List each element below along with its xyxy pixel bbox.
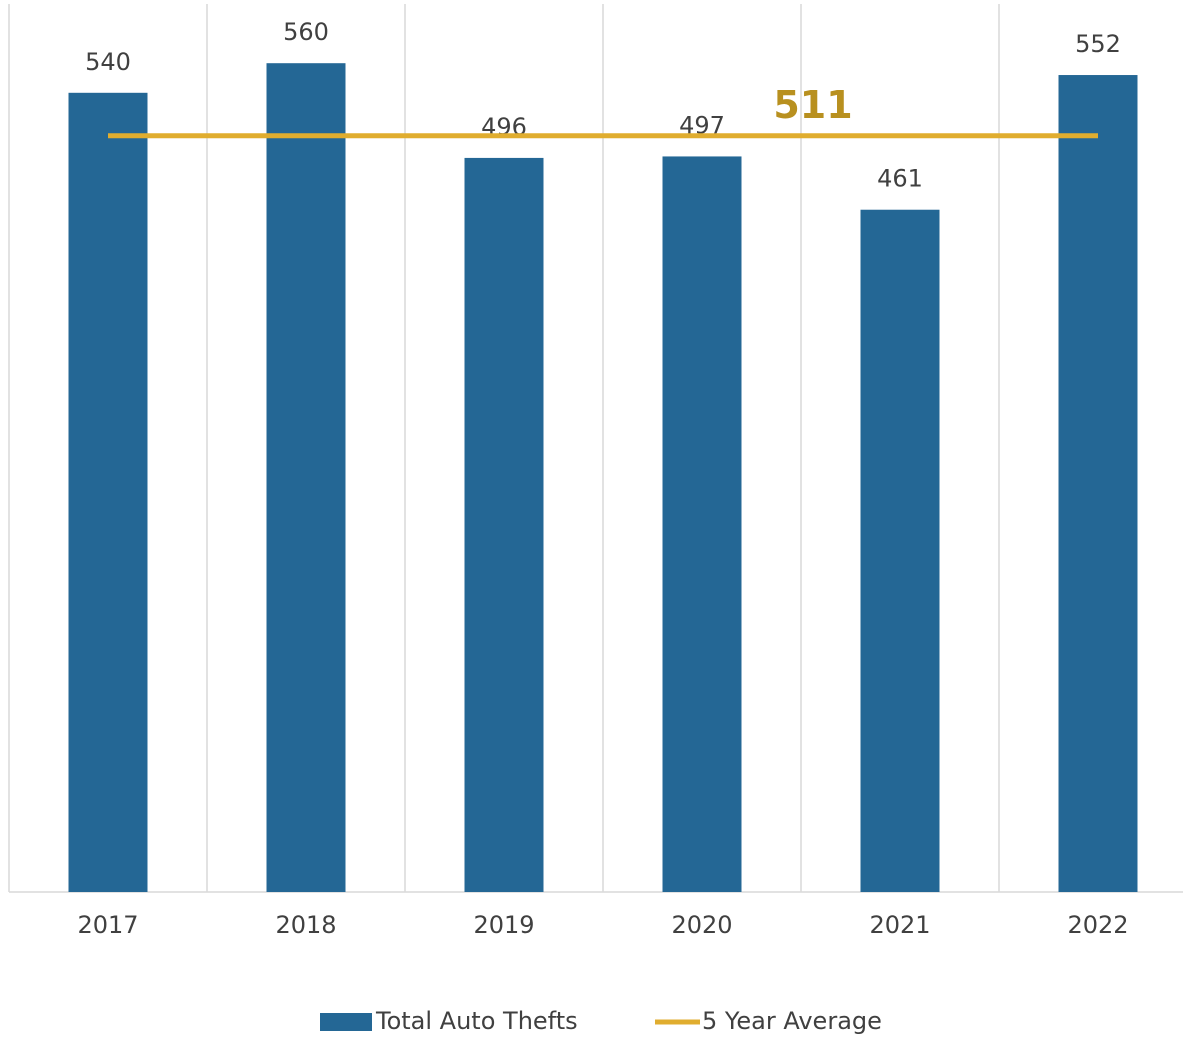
- bar: [1058, 75, 1138, 893]
- bar: [464, 157, 544, 893]
- value-label: 540: [85, 48, 131, 76]
- bar: [266, 63, 346, 892]
- x-tick-label: 2020: [671, 911, 732, 939]
- x-tick-label: 2017: [77, 911, 138, 939]
- x-tick-label: 2018: [275, 911, 336, 939]
- legend-swatch: [320, 1013, 372, 1031]
- x-tick-label: 2021: [869, 911, 930, 939]
- value-label: 560: [283, 18, 329, 46]
- legend-label: Total Auto Thefts: [375, 1007, 578, 1035]
- x-tick-label: 2022: [1067, 911, 1128, 939]
- bar: [68, 92, 148, 893]
- value-label: 552: [1075, 30, 1121, 58]
- legend-label: 5 Year Average: [702, 1007, 882, 1035]
- x-tick-label: 2019: [473, 911, 534, 939]
- bar: [860, 209, 940, 893]
- value-label: 461: [877, 165, 923, 193]
- average-label: 511: [773, 83, 852, 127]
- bar: [662, 156, 742, 892]
